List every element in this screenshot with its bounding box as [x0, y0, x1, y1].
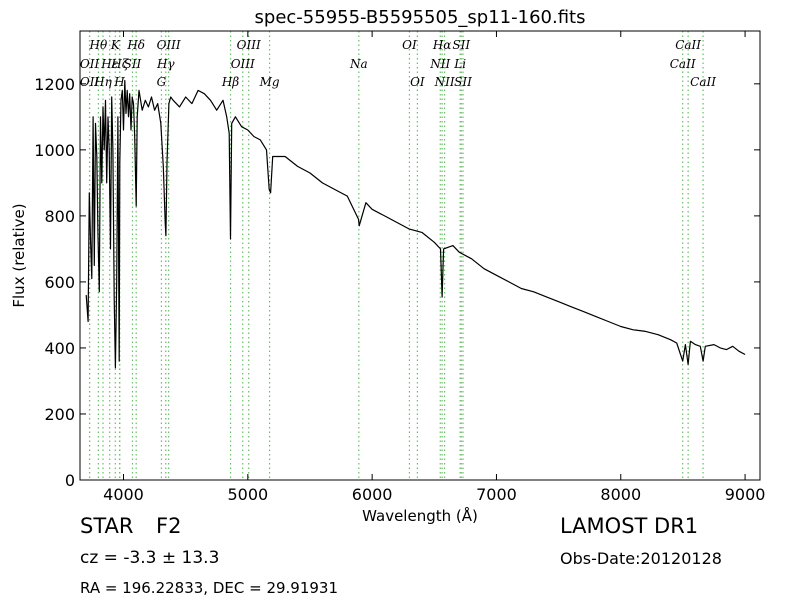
spectral-line-label: Hη	[93, 75, 112, 89]
spectral-line-label: Li	[453, 57, 466, 71]
spectral-line-label: Hβ	[221, 75, 239, 89]
spectral-line-label: G	[157, 75, 167, 89]
x-tick-label: 9000	[725, 485, 766, 504]
spectral-line-label: Hδ	[126, 38, 145, 52]
y-tick-label: 400	[44, 339, 75, 358]
spectral-line-label: CaII	[670, 57, 696, 71]
y-tick-label: 0	[65, 471, 75, 490]
y-tick-label: 200	[44, 405, 75, 424]
spectral-line-label: NII	[429, 57, 450, 71]
spectral-line-label: OIII	[231, 57, 255, 71]
survey-name: LAMOST DR1	[560, 514, 699, 538]
x-tick-label: 6000	[352, 485, 393, 504]
x-tick-label: 4000	[103, 485, 144, 504]
redshift-value: cz = -3.3 ± 13.3	[80, 548, 220, 568]
spectrum-line	[85, 79, 746, 369]
x-tick-label: 8000	[600, 485, 641, 504]
spectral-line-label: OIII	[237, 38, 261, 52]
spectral-line-label: K	[110, 38, 121, 52]
spectral-line-markers	[88, 31, 704, 480]
spectrum-series	[85, 79, 746, 369]
spectral-line-label: OII	[80, 57, 100, 71]
spectral-line-label: Hε	[100, 57, 118, 71]
spectral-line-label: OI	[410, 75, 425, 89]
coordinates: RA = 196.22833, DEC = 29.91931	[80, 579, 339, 597]
object-subclass: F2	[156, 514, 182, 538]
spectral-line-label: H	[113, 75, 125, 89]
axis-ticks: 4000 5000 6000 7000 8000 9000 0 200 400 600 800 100…	[34, 31, 765, 504]
spectral-line-label: Na	[349, 57, 368, 71]
x-axis-label: Wavelength (Å)	[362, 506, 478, 525]
spectral-line-label: Hα	[432, 38, 452, 52]
y-tick-label: 800	[44, 207, 75, 226]
spectral-line-label: SII	[452, 38, 470, 52]
spectral-line-label: SII	[124, 57, 142, 71]
spectral-line-label: Hθ	[89, 38, 108, 52]
spectral-line-label: Hζ	[110, 57, 129, 71]
spectral-line-label: CaII	[690, 75, 716, 89]
y-axis-label: Flux (relative)	[10, 203, 28, 307]
spectral-line-label: CaII	[675, 38, 701, 52]
spectral-line-label: NII	[434, 75, 455, 89]
y-tick-label: 600	[44, 273, 75, 292]
chart-title: spec-55955-B5595505_sp11-160.fits	[255, 7, 586, 28]
spectral-line-label: SII	[454, 75, 472, 89]
y-tick-label: 1200	[34, 75, 75, 94]
y-tick-label: 1000	[34, 141, 75, 160]
spectral-line-label: OII	[80, 75, 100, 89]
spectral-line-label: Mg	[259, 75, 280, 89]
x-tick-label: 5000	[227, 485, 268, 504]
x-tick-label: 7000	[476, 485, 517, 504]
object-class: STAR	[80, 514, 134, 538]
spectral-line-label: Hγ	[156, 57, 175, 71]
spectral-line-label: OI	[402, 38, 417, 52]
spectral-line-label: OIII	[157, 38, 181, 52]
plot-frame	[79, 30, 761, 481]
observation-date: Obs-Date:20120128	[560, 549, 722, 568]
